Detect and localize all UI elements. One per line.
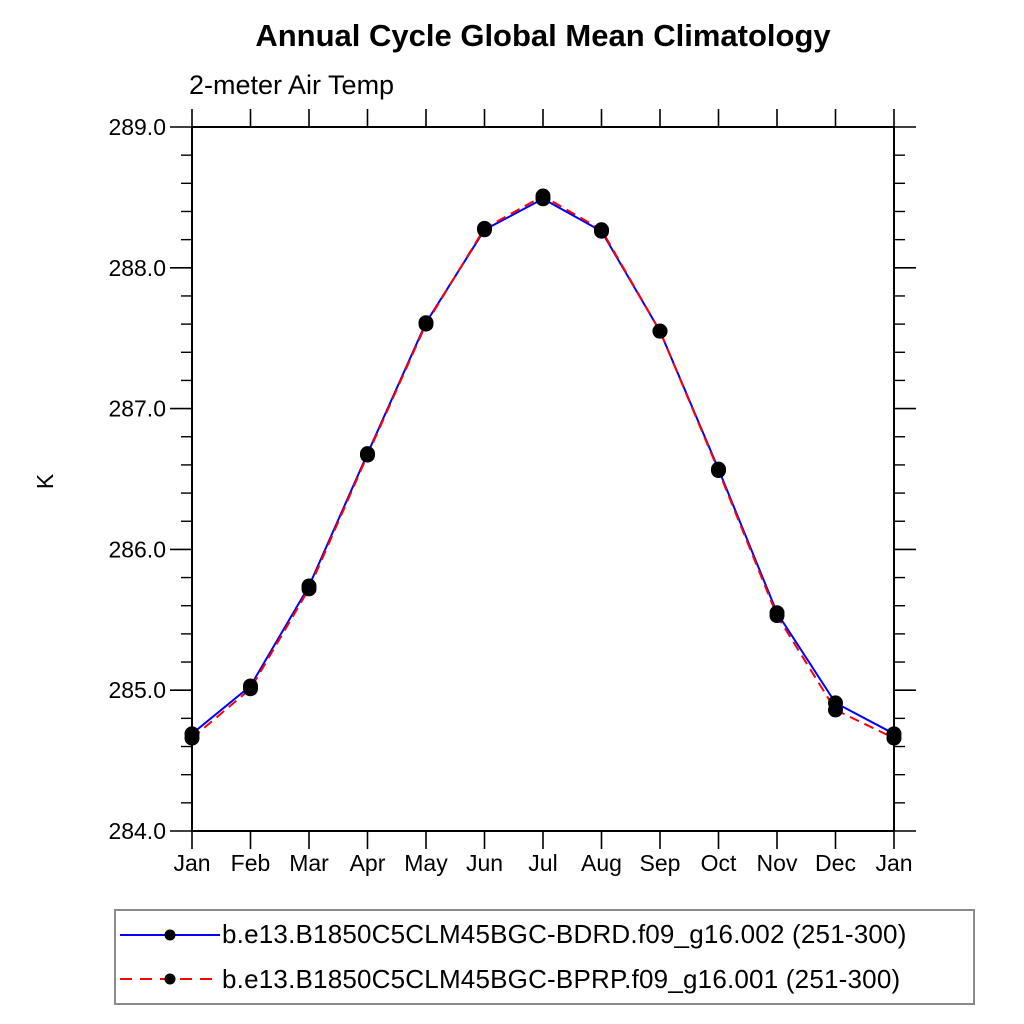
legend-sample-marker [164,929,176,941]
x-tick-label: Nov [757,850,798,876]
legend-sample-marker [164,973,176,985]
x-tick-label: Jan [173,850,210,876]
series-1-marker [594,222,609,238]
x-tick-label: Jan [875,850,912,876]
legend-row-bdrd: b.e13.B1850C5CLM45BGC-BDRD.f09_g16.002 (… [116,914,973,956]
y-tick-label: 284.0 [108,818,166,844]
legend-line-sample-bdrd-icon [120,929,220,941]
x-tick-label: Apr [350,850,386,876]
x-tick-label: Mar [289,850,329,876]
series-1-marker [184,730,200,746]
y-tick-label: 289.0 [108,114,166,140]
series-1-marker [360,447,375,463]
y-tick-label: 286.0 [108,536,166,562]
series-1-marker [652,323,668,339]
legend-row-bprp: b.e13.B1850C5CLM45BGC-BPRP.f09_g16.001 (… [116,958,973,1000]
chart-subtitle: 2-meter Air Temp [189,70,395,100]
chart-title: Annual Cycle Global Mean Climatology [255,18,831,53]
x-tick-label: May [404,850,448,876]
y-tick-label: 288.0 [108,255,166,281]
y-tick-label: 287.0 [108,396,166,422]
legend-label-bprp: b.e13.B1850C5CLM45BGC-BPRP.f09_g16.001 (… [222,963,901,994]
x-tick-label: Jul [528,850,557,876]
legend-box: b.e13.B1850C5CLM45BGC-BDRD.f09_g16.002 (… [114,909,975,1005]
series-1-marker [535,188,551,204]
plot-border [191,126,895,832]
y-tick-label: 285.0 [108,677,166,703]
legend-label-bdrd: b.e13.B1850C5CLM45BGC-BDRD.f09_g16.002 (… [222,919,907,950]
x-tick-label: Feb [231,850,271,876]
series-1-marker [769,608,785,624]
x-tick-label: Jun [466,850,503,876]
series-line-0 [191,197,895,735]
series-1-marker [886,730,902,746]
series-1-marker [243,681,258,697]
x-tick-label: Dec [815,850,856,876]
series-1-marker [301,581,317,597]
legend-line-sample-bprp-icon [120,973,220,985]
series-1-marker [477,220,492,236]
series-line-1 [191,194,895,740]
series-1-marker [828,702,843,718]
x-tick-label: Sep [640,850,681,876]
series-1-marker [418,316,434,332]
x-tick-label: Aug [581,850,622,876]
x-tick-label: Oct [701,850,737,876]
series-1-marker [711,463,726,479]
